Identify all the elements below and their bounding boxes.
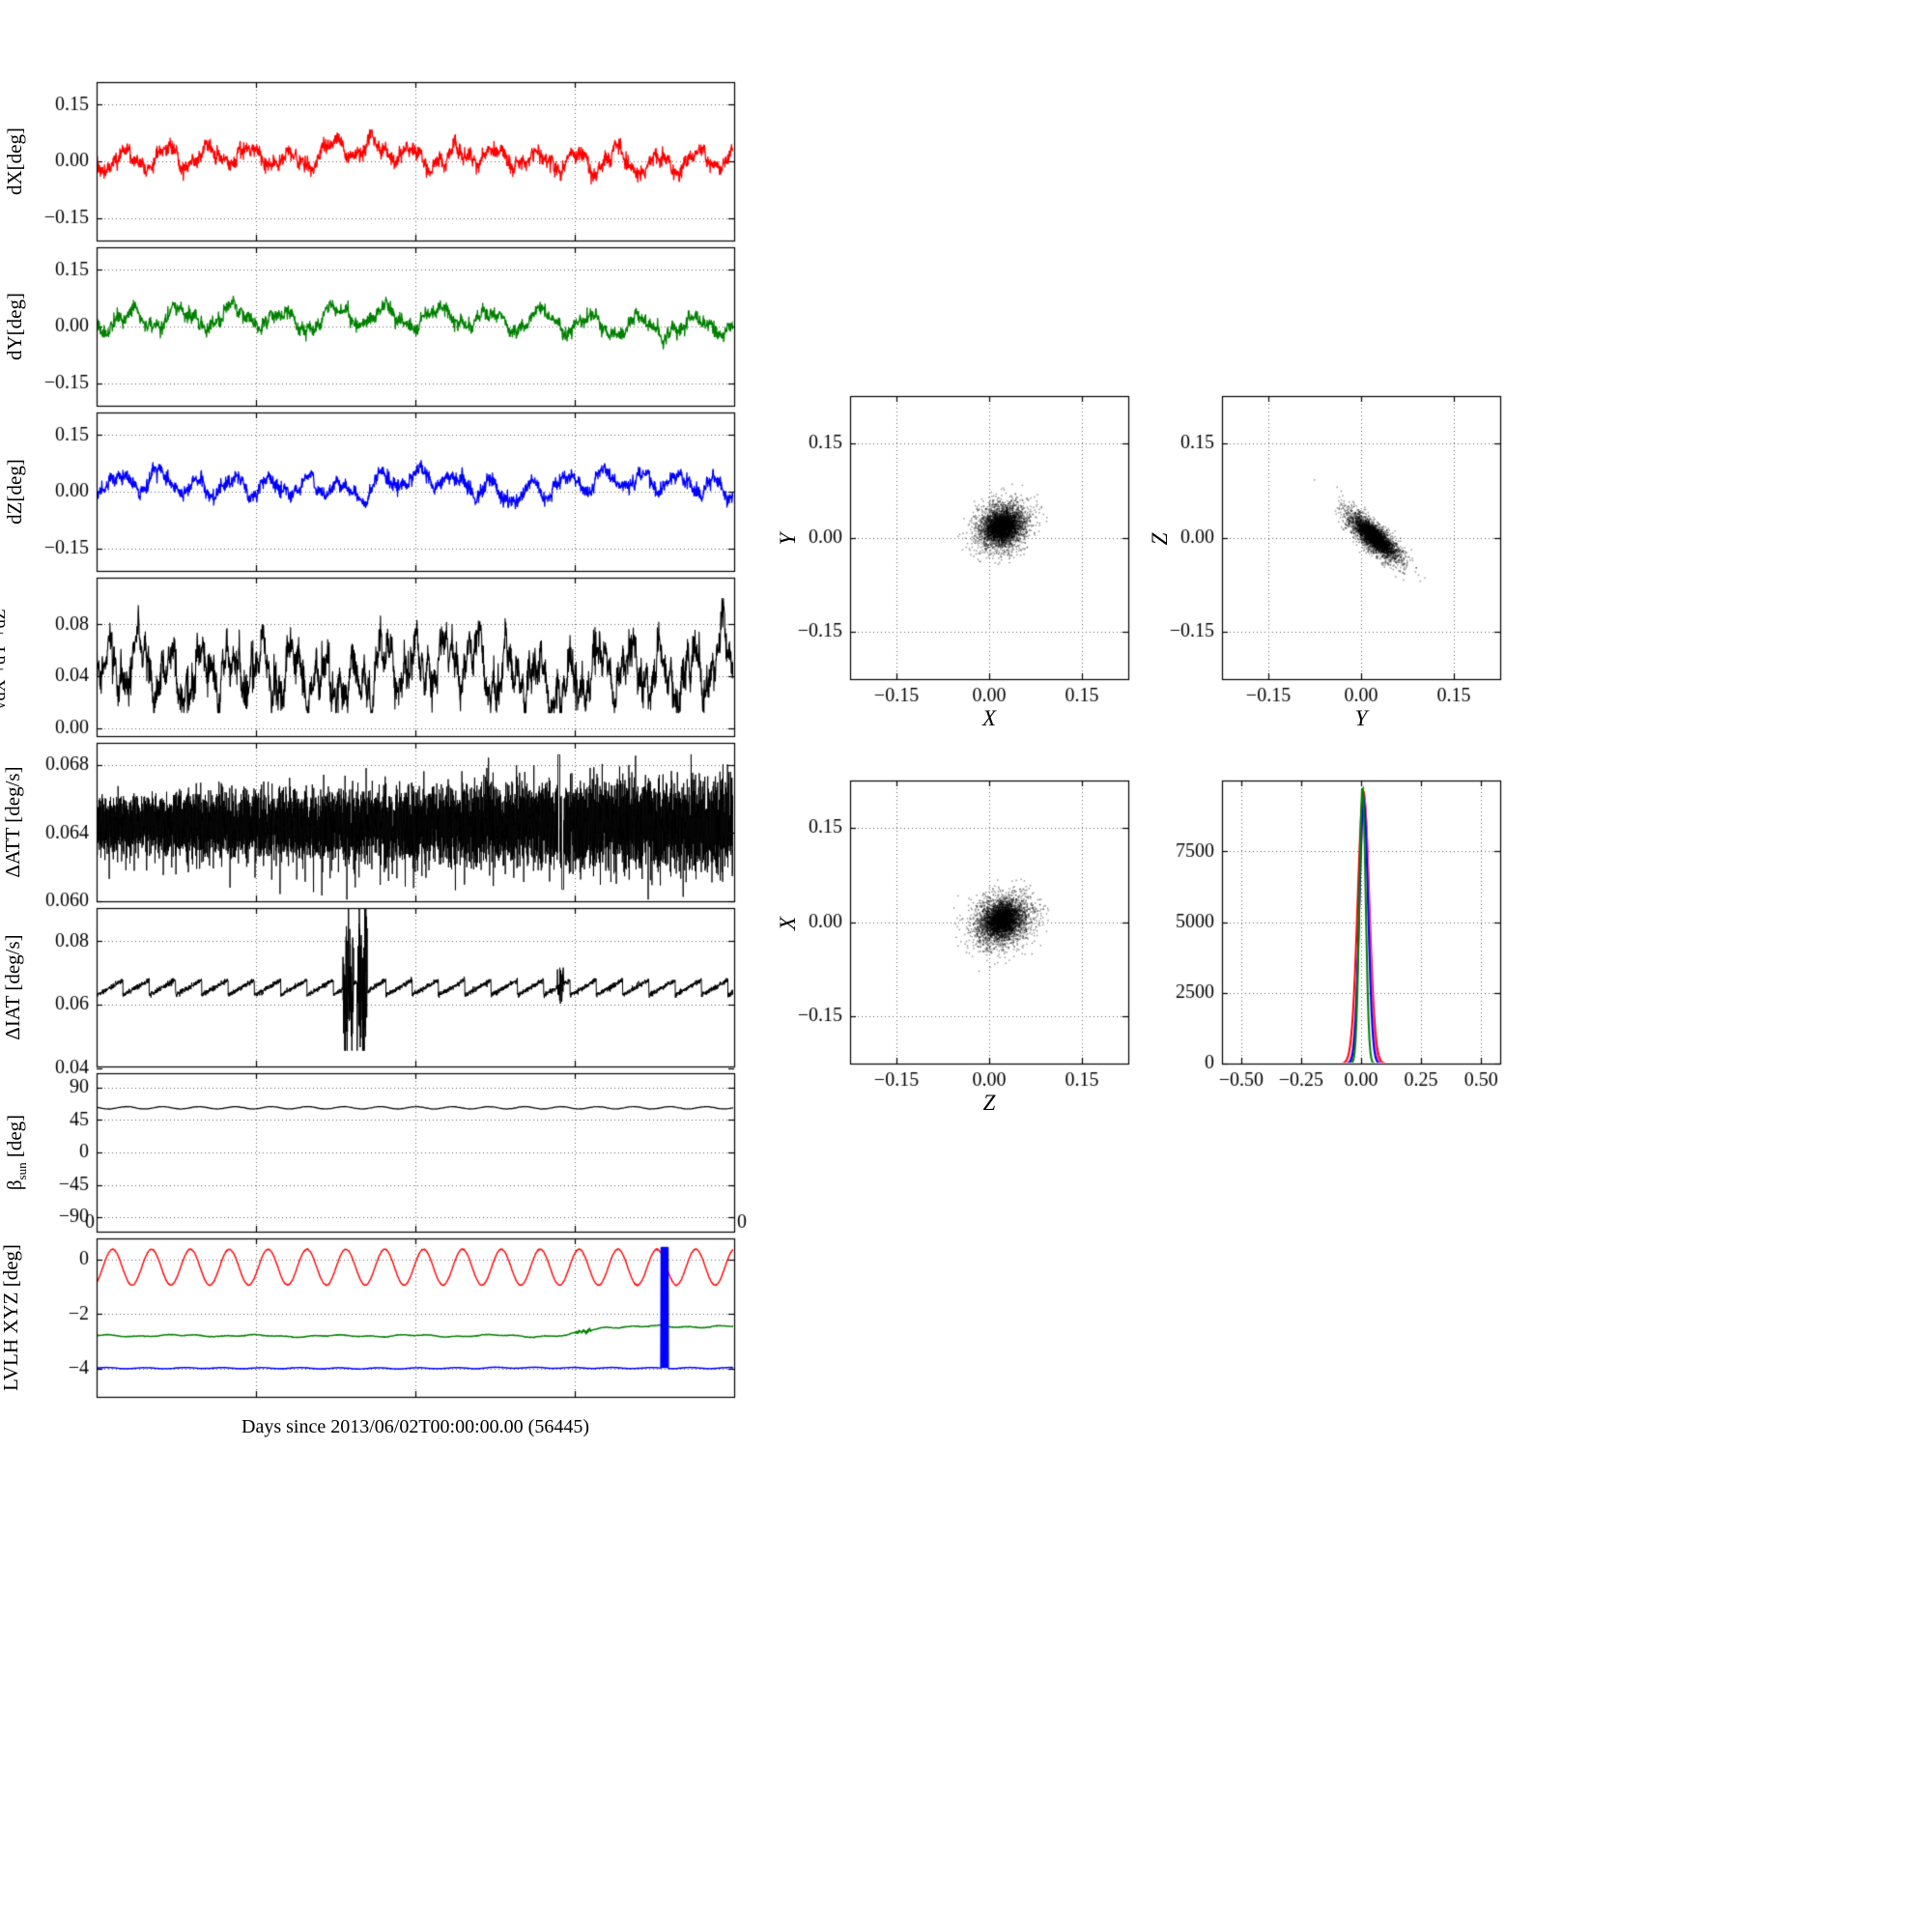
scatter-zx-ylabel: X [776,916,800,931]
ylabel-diat: ΔIAT [deg/s] [1,934,24,1040]
ylabel-lvlh: LVLH XYZ [deg] [0,1243,22,1392]
ylabel-dz: dZ[deg] [3,459,26,525]
radical-expression: dX²+dY²+dZ² [0,603,9,701]
radical-sign: √ [0,700,9,710]
scatter-yz-ylabel: Z [1148,532,1172,546]
x-axis-label: Days since 2013/06/02T00:00:00.00 (56445… [242,1416,589,1437]
scatter-yz-xlabel: Y [1354,706,1368,730]
ylabel-beta-sun: βsun [deg] [0,1073,29,1232]
beta-subscript: sun [14,1162,30,1180]
scatter-xy-xlabel: X [981,706,997,730]
beta-symbol: β [3,1179,26,1191]
ylabel-dy: dY[deg] [3,293,26,360]
scatter-xy-ylabel: Y [776,532,800,546]
beta-unit: [deg] [3,1114,26,1163]
scatter-zx-xlabel: Z [982,1091,996,1115]
ylabel-magnitude: √dX²+dY²+dZ² [0,578,14,736]
ylabel-dx: dX[deg] [3,128,26,195]
ylabel-datt: ΔATT [deg/s] [1,766,24,878]
